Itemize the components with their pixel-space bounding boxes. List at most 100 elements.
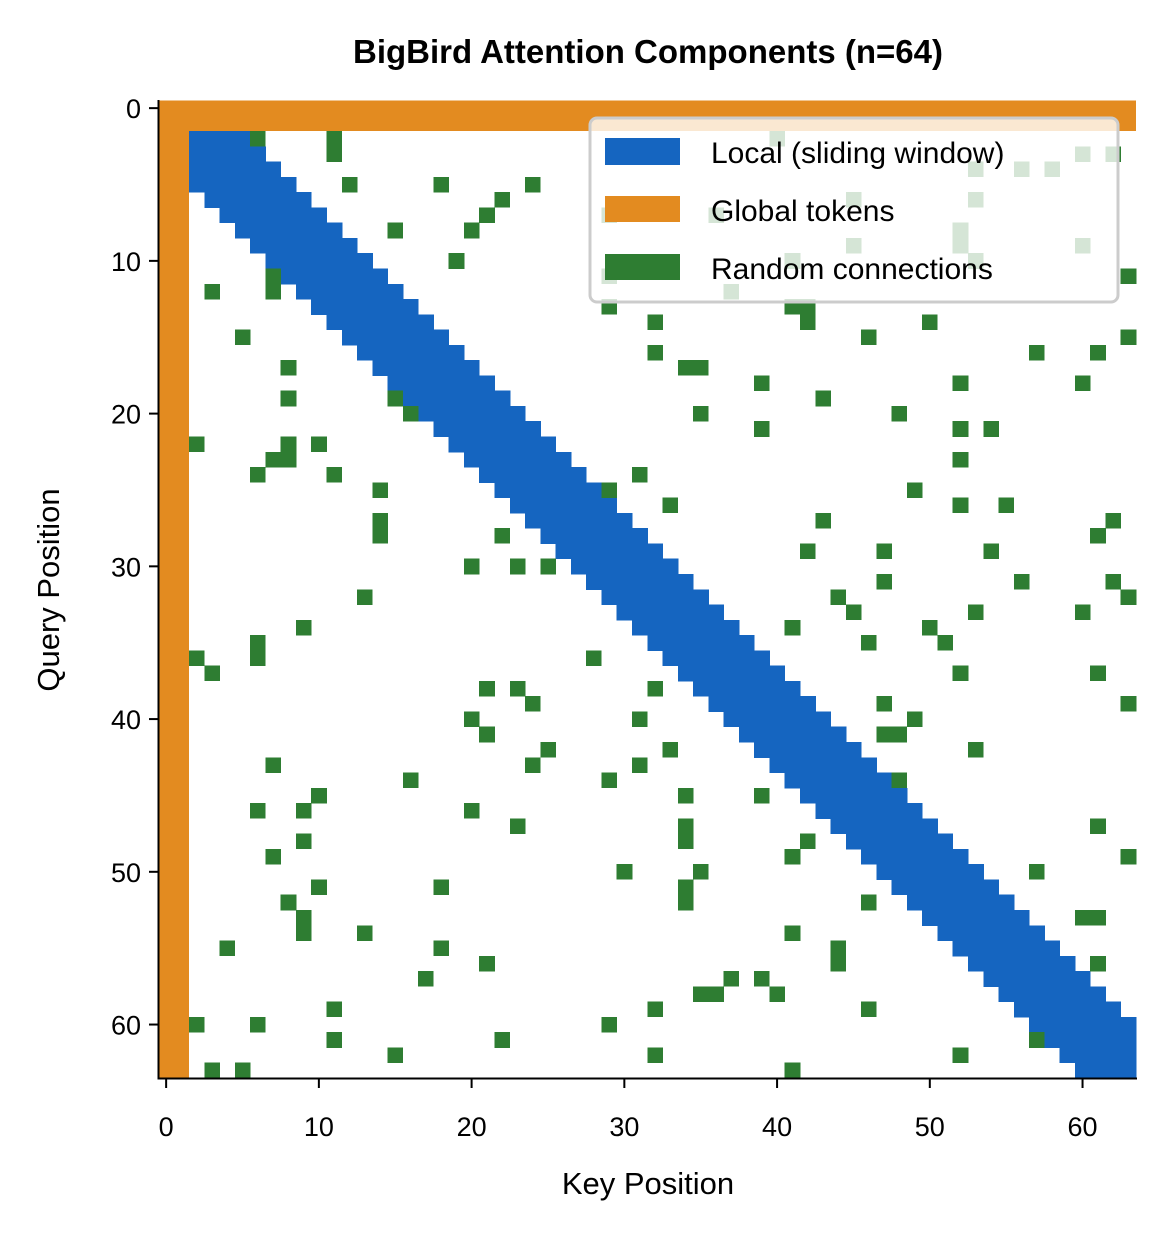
random-connection-cell	[677, 787, 694, 804]
random-connection-cell	[372, 512, 388, 529]
random-connection-cell	[693, 986, 709, 1002]
random-connection-cell	[1029, 864, 1045, 880]
random-connection-cell	[922, 314, 938, 330]
y-tick-label: 0	[126, 94, 141, 124]
random-connection-cell	[295, 909, 312, 926]
random-connection-cell	[952, 451, 969, 468]
random-connection-cell	[708, 986, 724, 1002]
local-window-row	[983, 971, 1091, 987]
random-connection-cell	[525, 176, 541, 193]
local-window-row	[372, 360, 480, 376]
local-window-row	[708, 696, 816, 712]
local-window-row	[509, 497, 618, 514]
random-connection-cell	[295, 619, 312, 636]
random-connection-cell	[601, 482, 618, 498]
x-axis-ticks: 0 10 20 30 40 50 60	[159, 1079, 1098, 1142]
local-window-row	[1059, 1047, 1137, 1064]
random-connection-cell	[799, 543, 816, 560]
random-connection-cell	[1090, 665, 1106, 682]
local-window-row	[479, 467, 587, 483]
local-window-row	[540, 528, 648, 544]
random-connection-cell	[586, 650, 602, 666]
random-connection-cell	[509, 680, 526, 697]
random-connection-cell	[647, 1001, 663, 1018]
x-tick-label: 20	[457, 1112, 487, 1142]
random-connection-cell	[525, 696, 541, 712]
random-connection-cell	[265, 848, 281, 865]
random-connection-cell	[983, 543, 999, 560]
random-connection-cell	[830, 589, 847, 605]
random-connection-cell	[1013, 573, 1030, 590]
random-connection-cell	[693, 864, 709, 880]
random-connection-cell	[891, 772, 908, 789]
random-connection-cell	[845, 604, 862, 621]
local-window-row	[295, 283, 404, 300]
local-window-row	[1044, 1032, 1137, 1048]
random-connection-cell	[616, 864, 633, 880]
random-connection-cell	[784, 848, 801, 865]
local-window-row	[402, 390, 511, 407]
x-tick-label: 60	[1068, 1112, 1098, 1142]
local-window-row	[357, 344, 465, 361]
local-window-row	[861, 848, 969, 865]
random-connection-cell	[815, 390, 831, 407]
random-connection-cell	[265, 268, 281, 285]
random-connection-cell	[433, 176, 449, 193]
y-tick-label: 50	[111, 858, 141, 888]
legend: Local (sliding window) Global tokens Ran…	[588, 116, 1120, 304]
random-connection-cell	[357, 925, 373, 941]
local-window-row	[830, 818, 938, 835]
random-connection-cell	[402, 772, 419, 789]
random-connection-cell	[387, 222, 404, 239]
local-window-row	[891, 879, 1000, 896]
random-connection-cell	[784, 619, 801, 636]
random-connection-cell	[540, 558, 556, 575]
random-connection-cell	[295, 833, 312, 850]
local-window-row	[876, 864, 984, 880]
random-connection-cell	[861, 894, 877, 911]
random-connection-cell	[647, 680, 663, 697]
local-window-row	[250, 237, 358, 254]
random-connection-cell	[830, 955, 847, 972]
random-connection-cell	[250, 635, 266, 651]
random-connection-cell	[693, 405, 709, 422]
local-window-row	[952, 940, 1061, 957]
random-connection-cell	[463, 711, 480, 728]
random-connection-cell	[952, 375, 969, 391]
random-connection-cell	[525, 757, 541, 773]
random-connection-cell	[326, 1001, 343, 1018]
random-connection-cell	[1120, 589, 1137, 605]
random-connection-cell	[204, 283, 220, 300]
random-connection-cell	[693, 360, 709, 376]
random-connection-cell	[219, 940, 236, 957]
random-connection-cell	[280, 894, 297, 911]
random-connection-cell	[280, 390, 297, 407]
y-tick-label: 20	[111, 400, 141, 430]
local-window-row	[173, 161, 282, 178]
random-connection-cell	[815, 512, 831, 529]
random-connection-cell	[631, 711, 648, 728]
random-connection-cell	[754, 971, 770, 987]
random-connection-cell	[448, 253, 465, 269]
local-window-row	[463, 451, 572, 468]
random-connection-cell	[433, 940, 449, 957]
random-connection-cell	[1074, 909, 1091, 926]
random-connection-cell	[1090, 818, 1106, 834]
random-connection-cell	[891, 726, 908, 743]
random-connection-cell	[311, 787, 327, 804]
random-connection-cell	[952, 497, 969, 514]
local-window-row	[570, 558, 679, 575]
random-connection-cell	[784, 1062, 801, 1079]
y-tick-label: 60	[111, 1011, 141, 1041]
random-connection-cell	[891, 405, 908, 422]
local-window-row	[677, 665, 786, 682]
random-connection-cell	[631, 757, 648, 773]
local-window-row	[769, 757, 877, 774]
random-connection-cell	[662, 497, 679, 514]
random-connection-cell	[1090, 528, 1106, 544]
local-window-row	[723, 711, 832, 728]
random-connection-cell	[861, 1001, 877, 1018]
random-connection-cell	[509, 558, 526, 575]
local-window-row	[616, 604, 725, 621]
